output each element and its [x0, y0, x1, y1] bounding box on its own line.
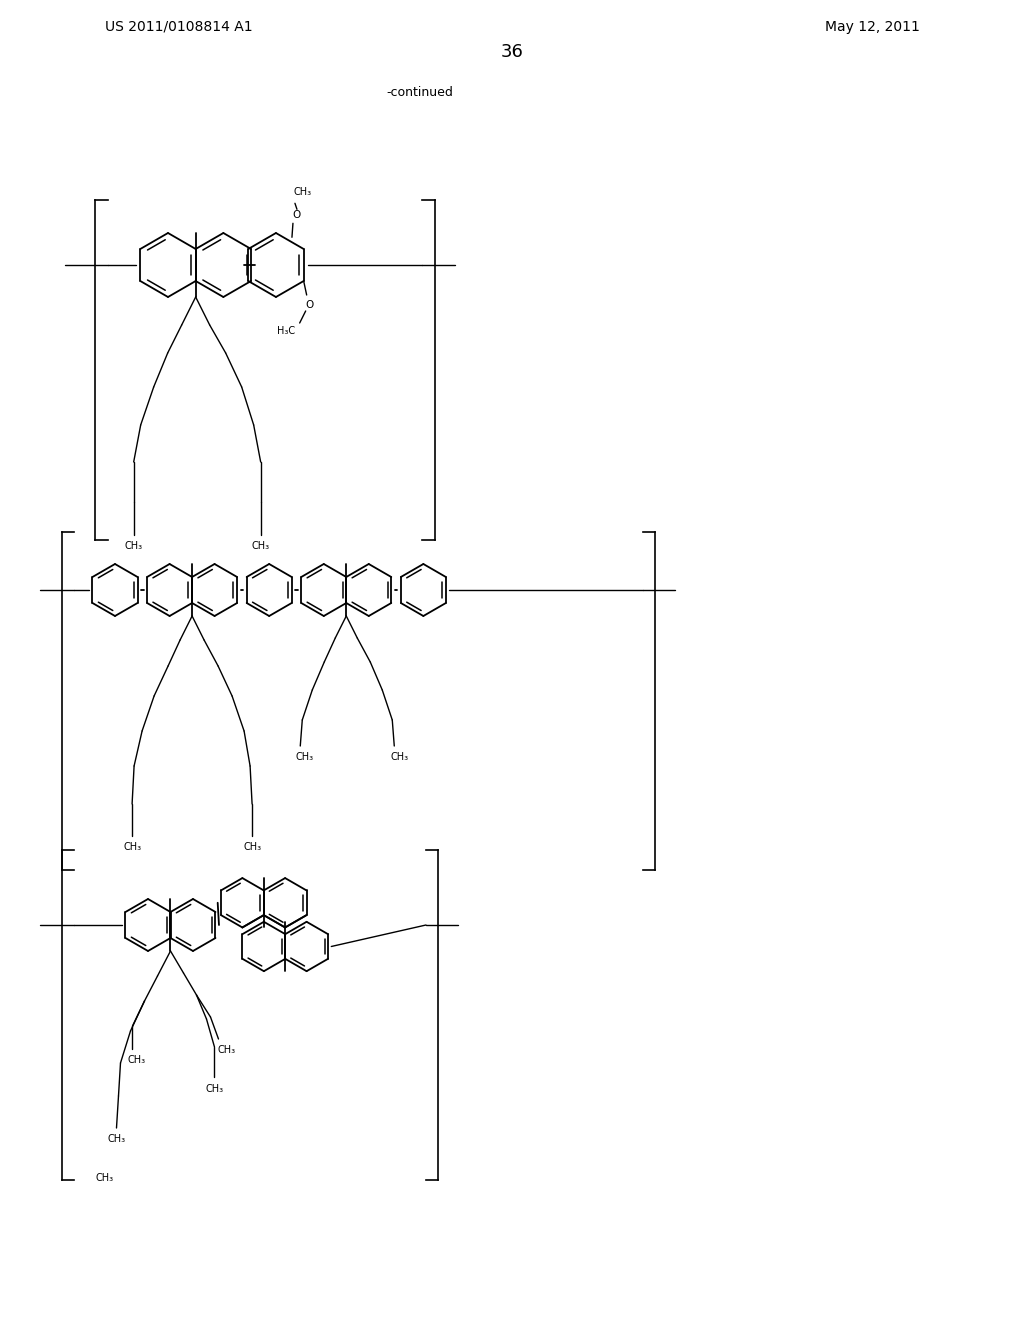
Text: CH₃: CH₃	[95, 1173, 114, 1183]
Text: CH₃: CH₃	[252, 541, 269, 550]
Text: CH₃: CH₃	[390, 752, 409, 762]
Text: CH₃: CH₃	[294, 187, 312, 197]
Text: CH₃: CH₃	[243, 842, 261, 851]
Text: May 12, 2011: May 12, 2011	[825, 20, 920, 34]
Text: O: O	[293, 210, 301, 220]
Text: H₃C: H₃C	[276, 326, 295, 337]
Text: 36: 36	[501, 44, 523, 61]
Text: CH₃: CH₃	[123, 842, 141, 851]
Text: CH₃: CH₃	[206, 1084, 223, 1094]
Text: CH₃: CH₃	[108, 1134, 126, 1144]
Text: -continued: -continued	[387, 86, 454, 99]
Text: CH₃: CH₃	[127, 1055, 145, 1065]
Text: US 2011/0108814 A1: US 2011/0108814 A1	[105, 20, 253, 34]
Text: CH₃: CH₃	[295, 752, 313, 762]
Text: CH₃: CH₃	[125, 541, 142, 550]
Text: CH₃: CH₃	[217, 1045, 236, 1055]
Text: O: O	[305, 300, 313, 310]
